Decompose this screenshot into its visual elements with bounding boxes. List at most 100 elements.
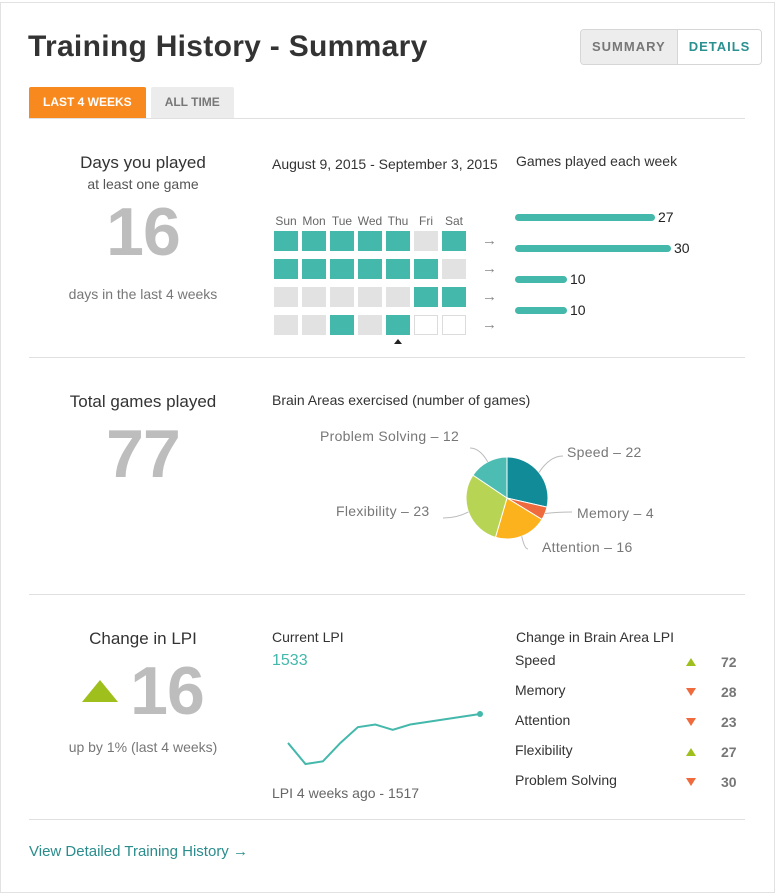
week-games-bar xyxy=(515,307,567,314)
today-marker-icon xyxy=(394,339,402,344)
current-lpi-value: 1533 xyxy=(272,652,308,669)
pie-label-problem-solving: Problem Solving – 12 xyxy=(320,428,460,444)
games-per-week-heading: Games played each week xyxy=(516,153,678,169)
pie-slice-problem-solving xyxy=(472,456,508,499)
calendar-day-cell xyxy=(302,231,326,251)
weekday-label: Mon xyxy=(302,214,326,228)
pie-leader-line xyxy=(544,511,573,514)
area-lpi-value: 72 xyxy=(721,654,737,670)
pie-slice-flexibility xyxy=(465,474,508,538)
arrow-right-icon: → xyxy=(482,316,497,333)
calendar-day-cell xyxy=(302,287,326,307)
area-lpi-name: Speed xyxy=(515,652,556,668)
days-played-subheading: at least one game xyxy=(87,176,199,192)
lpi-change-heading: Change in LPI xyxy=(89,629,197,648)
total-games-count: 77 xyxy=(106,416,181,492)
weekday-label: Tue xyxy=(331,214,353,228)
divider xyxy=(29,594,745,595)
area-lpi-name: Attention xyxy=(515,712,571,728)
view-detailed-history-link[interactable]: View Detailed Training History → xyxy=(29,843,248,860)
lpi-trend-chart xyxy=(287,711,483,766)
days-played-heading: Days you played xyxy=(80,153,206,172)
brain-areas-pie-chart xyxy=(442,447,573,550)
total-games-block: Total games played 77 xyxy=(29,392,257,490)
down-triangle-icon xyxy=(686,778,696,786)
calendar-day-cell xyxy=(274,259,298,279)
calendar-day-cell xyxy=(414,287,438,307)
tab-last-4-weeks[interactable]: LAST 4 WEEKS xyxy=(29,87,146,118)
week-games-value: 30 xyxy=(674,240,690,256)
calendar-day-cell xyxy=(414,259,438,279)
week-games-bar xyxy=(515,245,671,252)
calendar-day-cell xyxy=(386,287,410,307)
calendar-day-cell xyxy=(442,315,466,335)
pie-heading: Brain Areas exercised (number of games) xyxy=(272,392,531,408)
calendar-day-cell xyxy=(386,259,410,279)
calendar-day-cell xyxy=(386,315,410,335)
pie-leader-line xyxy=(521,536,529,550)
calendar-day-cell xyxy=(442,231,466,251)
calendar-day-cell xyxy=(358,231,382,251)
view-toggle: SUMMARY DETAILS xyxy=(580,29,763,65)
calendar-day-cell xyxy=(414,231,438,251)
lpi-change-block: Change in LPI 16 up by 1% (last 4 weeks) xyxy=(29,629,257,755)
calendar-day-cell xyxy=(330,259,354,279)
area-lpi-row: Problem Solving 30 xyxy=(515,772,745,794)
week-games-value: 10 xyxy=(570,271,586,287)
weekday-label: Fri xyxy=(419,214,433,228)
calendar-day-cell xyxy=(358,315,382,335)
pie-leader-line xyxy=(442,511,469,519)
weekday-label: Thu xyxy=(387,214,409,228)
arrow-right-icon: → xyxy=(482,288,497,305)
calendar-day-cell xyxy=(442,259,466,279)
area-lpi-value: 28 xyxy=(721,684,737,700)
up-triangle-icon xyxy=(686,748,696,756)
pie-leader-line xyxy=(469,447,489,463)
calendar-day-cell xyxy=(442,287,466,307)
pie-label-attention: Attention – 16 xyxy=(542,539,633,555)
range-tabs: LAST 4 WEEKS ALL TIME xyxy=(29,87,234,118)
days-played-count: 16 xyxy=(106,194,181,270)
date-range: August 9, 2015 - September 3, 2015 xyxy=(272,156,498,172)
calendar-day-cell xyxy=(274,231,298,251)
days-played-block: Days you played at least one game 16 day… xyxy=(29,153,257,302)
days-played-caption: days in the last 4 weeks xyxy=(68,286,218,302)
up-triangle-icon xyxy=(686,658,696,666)
calendar-day-cell xyxy=(330,315,354,335)
area-lpi-row: Memory 28 xyxy=(515,682,745,704)
area-lpi-row: Flexibility 27 xyxy=(515,742,745,764)
area-lpi-value: 27 xyxy=(721,744,737,760)
week-games-value: 27 xyxy=(658,209,674,225)
pie-label-speed: Speed – 22 xyxy=(567,444,642,460)
area-lpi-value: 30 xyxy=(721,774,737,790)
total-games-heading: Total games played xyxy=(69,392,217,411)
weekday-label: Wed xyxy=(357,214,383,228)
divider xyxy=(29,118,745,119)
calendar-day-cell xyxy=(330,231,354,251)
pie-label-flexibility: Flexibility – 23 xyxy=(336,503,430,519)
lpi-trend-line xyxy=(287,713,481,766)
details-tab-button[interactable]: DETAILS xyxy=(677,30,762,64)
down-triangle-icon xyxy=(686,718,696,726)
lpi-start-label: LPI 4 weeks ago - 1517 xyxy=(272,785,420,801)
arrow-right-icon: → xyxy=(482,232,497,249)
area-lpi-row: Speed 72 xyxy=(515,652,745,674)
calendar-day-cell xyxy=(274,315,298,335)
area-lpi-value: 23 xyxy=(721,714,737,730)
calendar-day-cell xyxy=(358,259,382,279)
week-games-bar xyxy=(515,214,655,221)
calendar-day-cell xyxy=(414,315,438,335)
area-lpi-name: Memory xyxy=(515,682,566,698)
summary-tab-button[interactable]: SUMMARY xyxy=(581,30,678,64)
calendar-day-cell xyxy=(302,259,326,279)
area-lpi-row: Attention 23 xyxy=(515,712,745,734)
increase-arrow-icon xyxy=(82,680,119,702)
area-lpi-heading: Change in Brain Area LPI xyxy=(516,629,674,645)
lpi-change-caption: up by 1% (last 4 weeks) xyxy=(68,739,218,755)
week-games-bar xyxy=(515,276,567,283)
area-lpi-name: Problem Solving xyxy=(515,772,617,788)
pie-leader-line xyxy=(538,455,564,473)
calendar-day-cell xyxy=(274,287,298,307)
tab-all-time[interactable]: ALL TIME xyxy=(150,87,234,118)
